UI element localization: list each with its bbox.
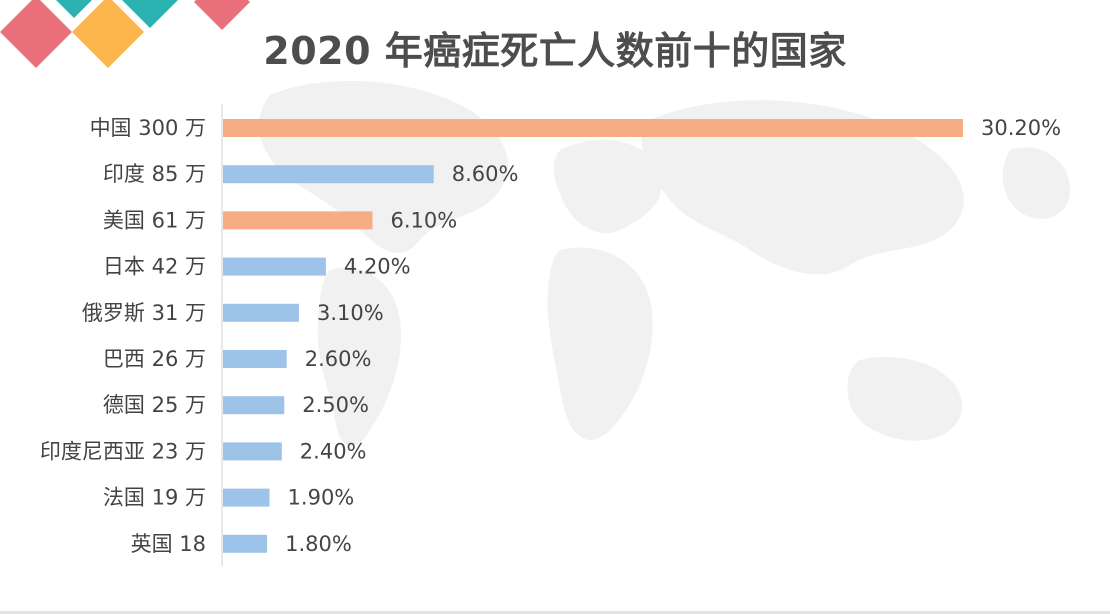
category-label: 美国 61 万: [103, 208, 206, 232]
bar: [223, 442, 282, 461]
chart-title: 2020 年癌症死亡人数前十的国家: [263, 29, 847, 73]
value-label: 1.80%: [285, 532, 352, 556]
category-label: 巴西 26 万: [103, 347, 206, 371]
value-label: 30.20%: [981, 116, 1061, 140]
bar: [223, 257, 326, 276]
category-label: 印度尼西亚 23 万: [40, 439, 206, 463]
bar: [223, 488, 270, 507]
value-label: 2.50%: [302, 393, 369, 417]
category-label: 日本 42 万: [103, 255, 206, 279]
value-label: 1.90%: [288, 486, 355, 510]
category-label: 俄罗斯 31 万: [82, 301, 206, 325]
value-label: 4.20%: [344, 255, 411, 279]
bar: [223, 165, 434, 184]
value-label: 8.60%: [452, 162, 519, 186]
decor-diamond-teal-2: [122, 0, 178, 28]
decor-diamond-red-2: [194, 0, 250, 30]
decor-diamond-yellow: [72, 0, 144, 68]
category-label: 德国 25 万: [103, 393, 206, 417]
category-label: 英国 18: [131, 532, 206, 556]
value-label: 6.10%: [390, 208, 457, 232]
category-label: 法国 19 万: [103, 486, 206, 510]
value-label: 2.60%: [305, 347, 372, 371]
value-label: 2.40%: [300, 439, 367, 463]
value-label: 3.10%: [317, 301, 384, 325]
category-label: 中国 300 万: [90, 116, 206, 140]
bar: [223, 119, 963, 137]
bar: [223, 303, 299, 322]
decor-diamond-teal: [56, 0, 92, 18]
corner-decoration: [0, 0, 250, 68]
bar: [223, 534, 268, 553]
bar: [223, 350, 287, 368]
bar: [223, 396, 285, 415]
category-label: 印度 85 万: [103, 162, 206, 186]
bottom-divider: [0, 611, 1110, 614]
decor-diamond-red: [0, 0, 72, 68]
bar: [223, 211, 373, 230]
